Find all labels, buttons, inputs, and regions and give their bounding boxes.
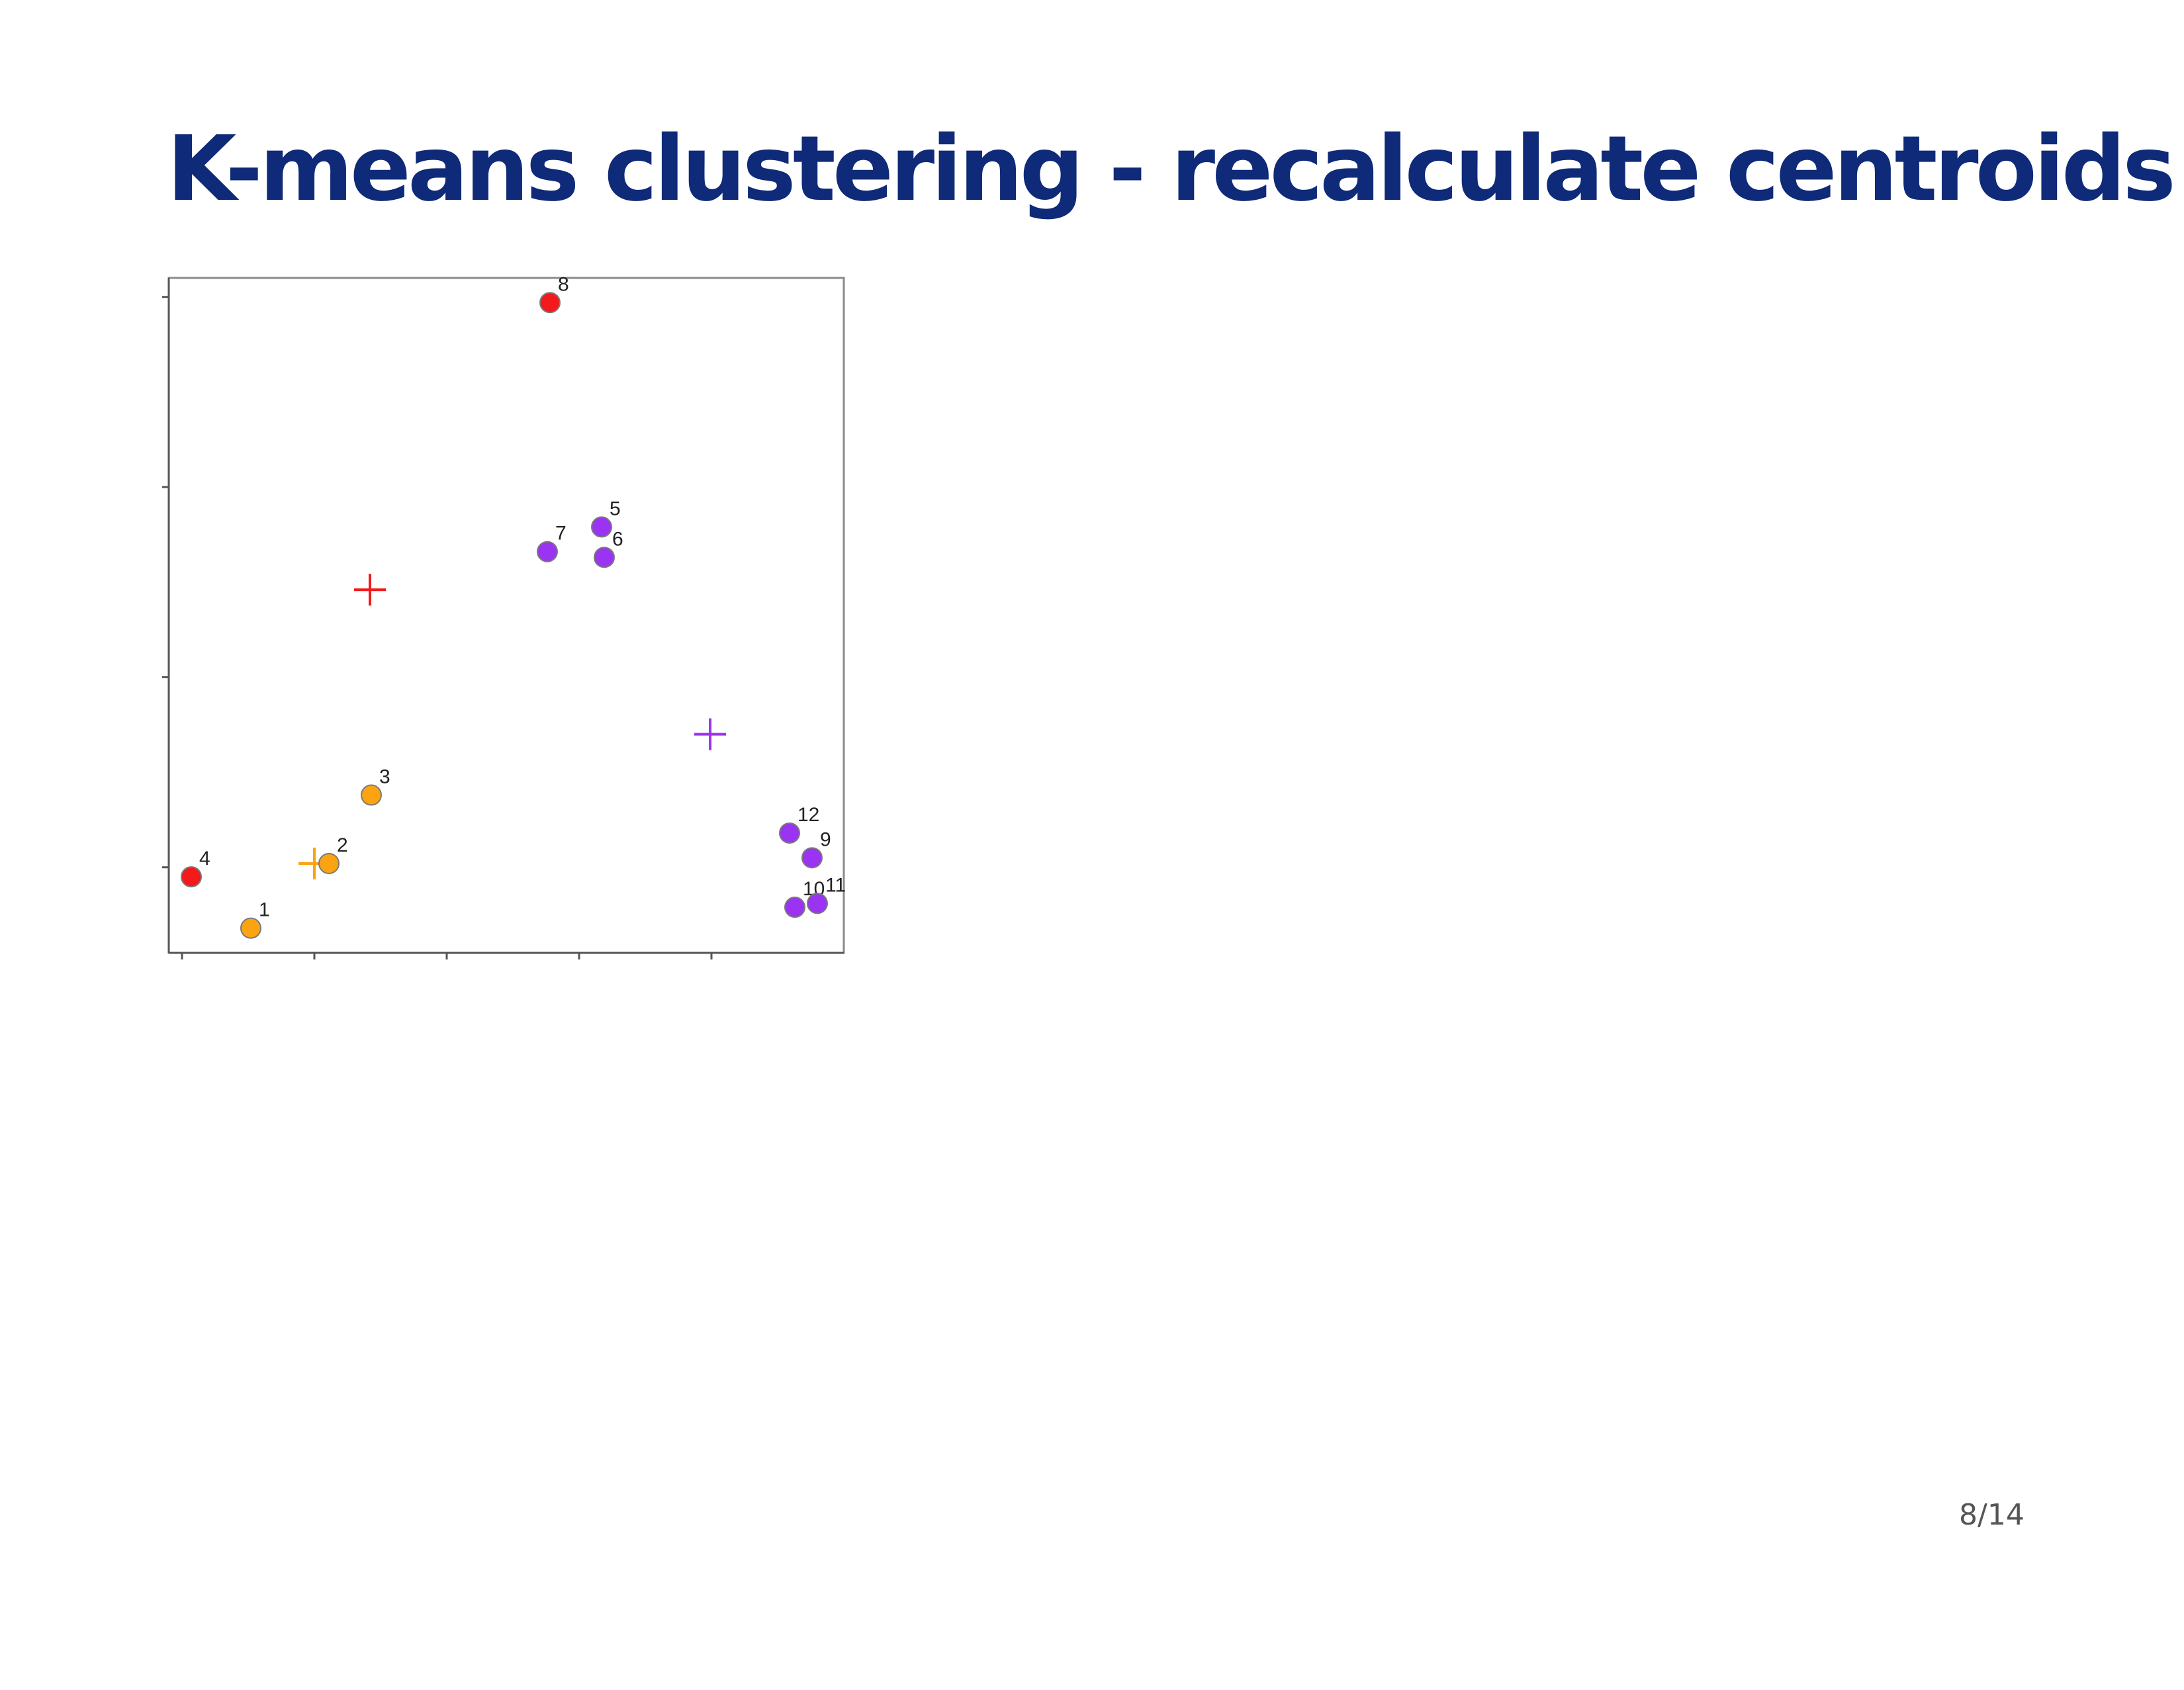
point-7 bbox=[537, 541, 558, 562]
point-label-2: 2 bbox=[337, 834, 348, 856]
centroid-purple bbox=[694, 718, 726, 750]
point-5 bbox=[591, 516, 612, 538]
point-4 bbox=[181, 866, 202, 888]
point-9 bbox=[801, 847, 823, 869]
point-11 bbox=[807, 893, 828, 914]
point-1 bbox=[240, 917, 261, 939]
point-label-9: 9 bbox=[820, 828, 831, 850]
point-8 bbox=[539, 292, 561, 314]
point-label-8: 8 bbox=[558, 273, 569, 295]
point-label-5: 5 bbox=[610, 498, 621, 519]
point-label-12: 12 bbox=[797, 804, 819, 826]
centroid-red bbox=[354, 574, 386, 606]
point-label-4: 4 bbox=[199, 848, 210, 869]
page-number: 8/14 bbox=[1959, 1498, 2025, 1532]
point-10 bbox=[784, 897, 805, 918]
point-label-1: 1 bbox=[259, 899, 270, 921]
point-label-3: 3 bbox=[379, 766, 390, 788]
point-label-7: 7 bbox=[555, 523, 567, 545]
point-label-6: 6 bbox=[612, 528, 623, 550]
point-6 bbox=[594, 547, 615, 568]
slide-title: K-means clustering - recalculate centroi… bbox=[167, 117, 2176, 222]
point-2 bbox=[318, 852, 340, 874]
plot-frame bbox=[167, 277, 845, 954]
point-3 bbox=[361, 784, 382, 806]
point-12 bbox=[779, 822, 800, 844]
point-label-11: 11 bbox=[825, 874, 846, 896]
